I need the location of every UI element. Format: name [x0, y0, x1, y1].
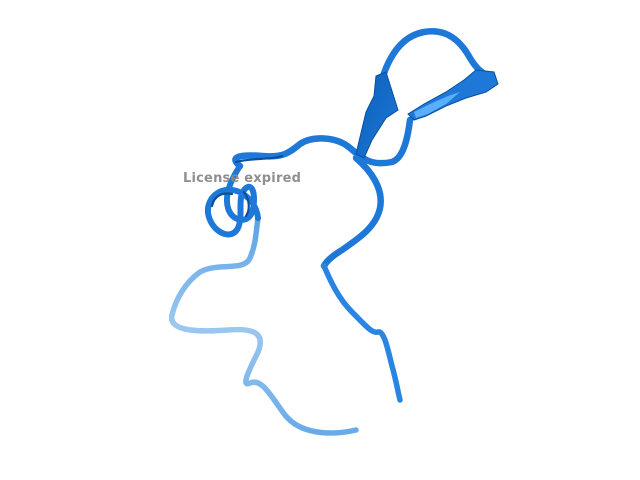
backbone-upper-coil — [232, 116, 414, 170]
beta-sheet — [355, 69, 499, 159]
backbone-right-branch — [320, 154, 384, 270]
helix-loop — [205, 163, 261, 238]
backbone-lower-strand — [321, 263, 403, 403]
beta-strand-highlight — [414, 92, 460, 118]
watermark-label: License expired — [183, 171, 302, 186]
hairpin-loop — [376, 27, 494, 90]
backbone-tail-segment — [169, 215, 359, 436]
beta-strand-arrow-left — [355, 71, 399, 159]
protein-backbone — [169, 27, 494, 436]
helix-shading — [210, 154, 284, 218]
